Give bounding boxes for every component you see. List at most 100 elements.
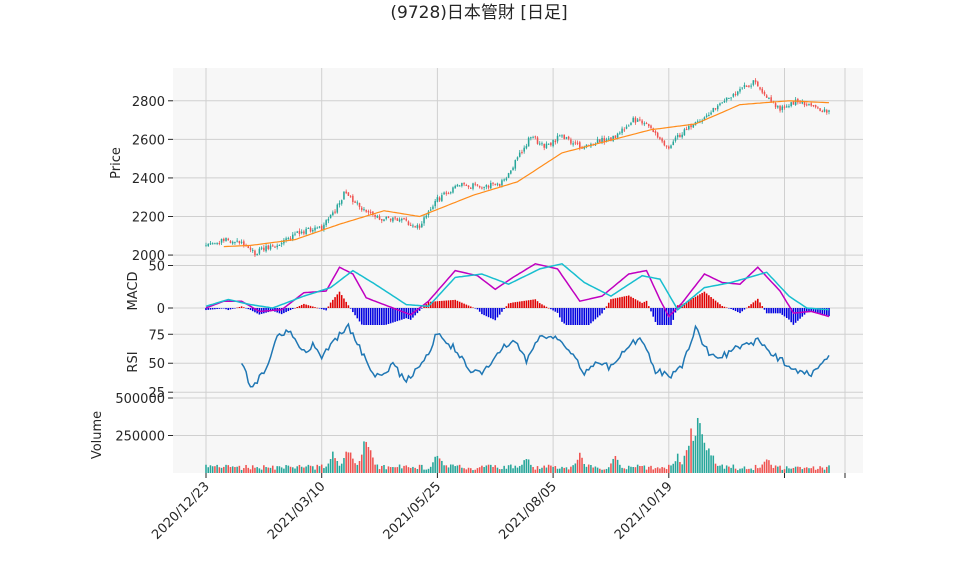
candle-body — [360, 207, 363, 211]
volume-bar — [547, 464, 550, 473]
macd-hist-bar — [251, 308, 254, 312]
candle-body — [752, 80, 755, 85]
macd-hist-bar — [312, 306, 314, 308]
candle-body — [654, 131, 657, 133]
candle-body — [685, 128, 688, 130]
volume-bar — [703, 442, 706, 473]
macd-hist-bar — [389, 308, 392, 324]
macd-hist-bar — [472, 307, 474, 308]
macd-hist-bar — [487, 308, 490, 318]
volume-bar — [625, 469, 628, 473]
volume-bar — [779, 465, 781, 473]
volume-bar — [801, 469, 804, 473]
candle-body — [271, 245, 274, 247]
macd-panel: 0 50 MACD — [126, 257, 863, 335]
candle-body — [485, 185, 488, 187]
volume-bar — [340, 463, 343, 473]
macd-hist-bar — [750, 304, 752, 308]
macd-hist-bar — [601, 308, 603, 314]
macd-hist-bar — [467, 305, 470, 308]
macd-hist-bar — [645, 300, 648, 308]
macd-hist-bar — [701, 292, 703, 308]
volume-bar — [512, 468, 514, 473]
candle-body — [543, 143, 545, 148]
volume-bar — [688, 445, 690, 473]
macd-hist-bar — [627, 295, 630, 308]
candle-body — [481, 187, 483, 189]
macd-hist-bar — [741, 308, 744, 312]
candle-body — [567, 136, 570, 139]
candle-body — [487, 185, 490, 188]
macd-hist-bar — [668, 308, 670, 335]
volume-bar — [592, 467, 594, 473]
macd-hist-bar — [209, 308, 212, 310]
macd-hist-bar — [369, 308, 372, 330]
macd-y-ticks: 0 50 — [148, 260, 173, 317]
volume-bar — [501, 469, 503, 473]
candle-body — [661, 138, 663, 142]
macd-hist-bar — [823, 308, 826, 316]
volume-bar — [605, 468, 608, 473]
candle-body — [641, 120, 643, 124]
volume-bar — [320, 464, 323, 473]
candle-body — [808, 104, 810, 106]
macd-hist-bar — [503, 308, 505, 310]
macd-hist-bar — [574, 308, 577, 332]
macd-hist-bar — [510, 302, 512, 308]
volume-bar — [754, 464, 757, 473]
candle-body — [748, 85, 750, 87]
macd-hist-bar — [216, 308, 218, 310]
candle-body — [521, 151, 523, 153]
rsi-y-label: RSI — [126, 351, 141, 372]
candle-body — [514, 160, 517, 169]
candle-body — [394, 217, 396, 219]
candle-body — [287, 238, 290, 240]
macd-hist-bar — [636, 300, 639, 308]
volume-bar — [550, 465, 552, 473]
candle-body — [280, 242, 283, 245]
macd-hist-bar — [757, 298, 759, 308]
volume-bar — [487, 464, 490, 473]
volume-bar — [474, 469, 477, 473]
macd-hist-bar — [396, 308, 399, 322]
candle-body — [307, 228, 310, 230]
volume-bar — [260, 469, 263, 473]
volume-bar — [401, 468, 403, 473]
candle-body — [536, 137, 539, 144]
macd-hist-bar — [245, 308, 247, 309]
macd-hist-bar — [234, 308, 236, 309]
volume-bar — [699, 423, 701, 473]
candle-body — [814, 105, 817, 108]
volume-bar — [498, 469, 501, 473]
macd-hist-bar — [777, 308, 779, 314]
candle-body — [779, 105, 781, 111]
candle-body — [247, 246, 250, 249]
macd-hist-bar — [576, 308, 579, 334]
volume-bar — [441, 460, 443, 473]
macd-hist-bar — [579, 308, 581, 335]
macd-hist-bar — [243, 307, 245, 308]
macd-hist-bar — [349, 308, 352, 309]
candle-body — [207, 244, 210, 246]
candle-body — [561, 135, 563, 137]
rsi-panel: 25 50 75 RSI — [126, 322, 863, 401]
candle-body — [436, 197, 439, 202]
macd-hist-bar — [745, 307, 748, 309]
macd-hist-bar — [240, 306, 243, 308]
candle-body — [552, 139, 554, 147]
macd-hist-bar — [805, 308, 808, 313]
volume-bar — [478, 467, 481, 473]
volume-bar — [503, 465, 505, 473]
volume-bar — [234, 467, 236, 473]
candle-body — [774, 103, 777, 108]
macd-hist-bar — [772, 308, 775, 314]
volume-bar — [679, 461, 681, 473]
chart-title: (9728)日本管財 [日足] — [390, 3, 567, 23]
volume-bar — [367, 447, 370, 473]
candle-body — [465, 185, 468, 187]
macd-hist-bar — [220, 308, 223, 309]
candle-body — [396, 218, 399, 221]
candle-body — [759, 87, 761, 90]
volume-bar — [599, 468, 601, 473]
volume-bar — [378, 469, 381, 473]
